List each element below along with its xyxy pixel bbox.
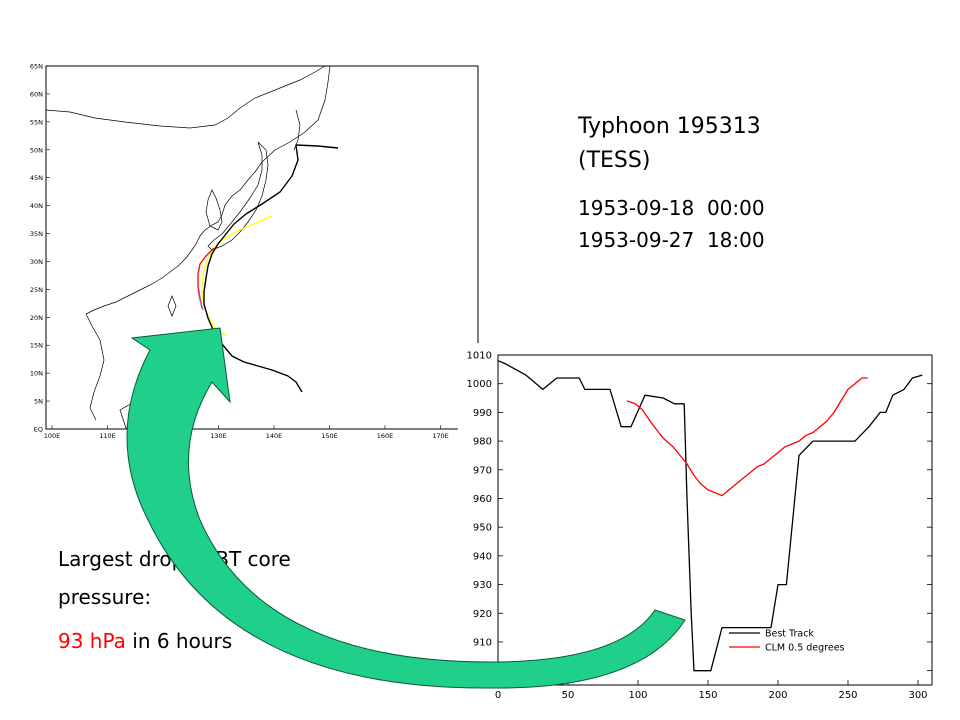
map-lat-label: 25N bbox=[30, 286, 43, 294]
start-time: 1953-09-18 00:00 bbox=[578, 196, 765, 220]
track-best bbox=[203, 144, 339, 393]
map-lon-label: 140E bbox=[266, 432, 283, 440]
series-line-clm-0-5-degrees bbox=[626, 377, 868, 497]
track-map: EQ 5N 10N 15N 20N 25N 30N 35N 40N 45N 50N 55N 60N 65N… bbox=[30, 63, 502, 441]
x-tick-label: 50 bbox=[562, 690, 575, 701]
y-tick-label: 1010 bbox=[467, 351, 492, 362]
map-lon-label: 150E bbox=[321, 432, 338, 440]
map-frame bbox=[45, 65, 479, 430]
map-lat-label: 50N bbox=[30, 146, 43, 154]
drop-value: 93 hPa bbox=[58, 629, 126, 653]
map-lat-label: 55N bbox=[30, 118, 43, 126]
chart-background bbox=[458, 343, 932, 693]
y-tick-label: 930 bbox=[473, 580, 492, 591]
korea-coastline bbox=[205, 189, 223, 231]
highlight-arrow bbox=[126, 327, 686, 689]
chart-y-axis: 90091092093094095096097098099010001010 bbox=[467, 351, 932, 677]
chart-frame bbox=[497, 354, 933, 686]
x-tick-label: 300 bbox=[908, 690, 927, 701]
map-lat-label: 40N bbox=[30, 202, 43, 210]
y-tick-label: 920 bbox=[473, 609, 492, 620]
y-tick-label: 980 bbox=[473, 437, 492, 448]
chart-series bbox=[497, 360, 923, 672]
chart-legend: Best Track CLM 0.5 degrees bbox=[729, 629, 845, 654]
map-lat-label: 20N bbox=[30, 314, 43, 322]
x-tick-label: 200 bbox=[768, 690, 787, 701]
chart-x-axis: 0 50 100 150 200 250 300 bbox=[495, 680, 928, 701]
y-tick-label: 990 bbox=[473, 408, 492, 419]
typhoon-name: (TESS) bbox=[578, 148, 651, 173]
y-tick-label: 940 bbox=[473, 551, 492, 562]
map-lat-label: 65N bbox=[30, 63, 43, 71]
map-lat-label: 45N bbox=[30, 174, 43, 182]
y-tick-label: 1000 bbox=[467, 379, 492, 390]
title-block: Typhoon 195313 (TESS) 1953-09-18 00:00 1… bbox=[578, 114, 765, 252]
x-tick-label: 100 bbox=[628, 690, 647, 701]
drop-suffix: in 6 hours bbox=[125, 629, 233, 653]
end-time: 1953-09-27 18:00 bbox=[578, 228, 765, 252]
y-tick-label: 910 bbox=[473, 637, 492, 648]
x-tick-label: 0 bbox=[495, 690, 501, 701]
x-tick-label: 250 bbox=[838, 690, 857, 701]
y-tick-label: 950 bbox=[473, 523, 492, 534]
pressure-chart: 90091092093094095096097098099010001010 0… bbox=[458, 343, 933, 701]
map-lon-label: 160E bbox=[377, 432, 394, 440]
map-lat-axis: EQ 5N 10N 15N 20N 25N 30N 35N 40N 45N 50N 55N 60N 65N bbox=[30, 63, 50, 434]
legend-label: CLM 0.5 degrees bbox=[765, 643, 845, 654]
y-tick-label: 970 bbox=[473, 465, 492, 476]
series-line-best-track bbox=[497, 360, 923, 672]
taiwan-coastline bbox=[167, 295, 177, 317]
drop-statement: 93 hPa in 6 hours bbox=[58, 622, 398, 660]
map-lat-label: 15N bbox=[30, 342, 43, 350]
map-lat-label: 30N bbox=[30, 258, 43, 266]
asia-coastline bbox=[45, 65, 331, 315]
map-lon-label: 170E bbox=[432, 432, 449, 440]
typhoon-title: Typhoon 195313 bbox=[578, 114, 761, 139]
note-line-2: pressure: bbox=[58, 585, 152, 609]
track-yellow bbox=[201, 215, 273, 337]
map-lon-label: 100E bbox=[44, 432, 61, 440]
map-lat-label: 10N bbox=[30, 370, 43, 378]
map-lat-label: 35N bbox=[30, 230, 43, 238]
map-lat-label: EQ bbox=[34, 426, 43, 434]
track-purple bbox=[197, 289, 204, 311]
x-tick-label: 150 bbox=[698, 690, 717, 701]
map-lat-label: 60N bbox=[30, 90, 43, 98]
map-lon-label: 110E bbox=[99, 432, 116, 440]
indochina-coastline bbox=[85, 313, 105, 421]
map-lon-label: 130E bbox=[210, 432, 227, 440]
storm-tracks bbox=[197, 144, 339, 393]
legend-label: Best Track bbox=[765, 629, 814, 640]
y-tick-label: 960 bbox=[473, 494, 492, 505]
map-lat-label: 5N bbox=[34, 398, 43, 406]
